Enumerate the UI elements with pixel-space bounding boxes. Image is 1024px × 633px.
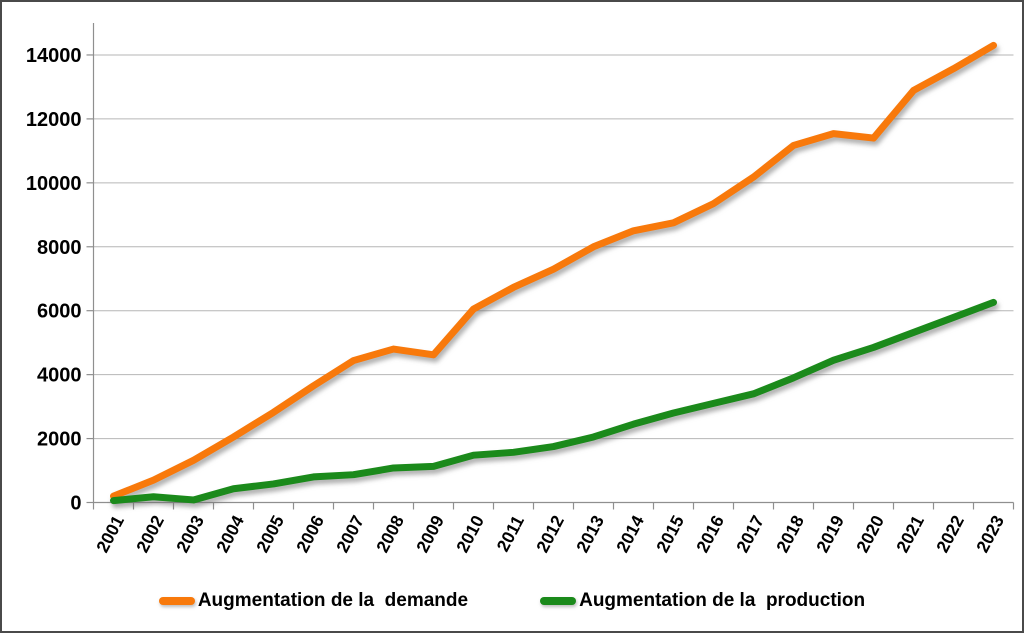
x-axis-label-2019: 2019 xyxy=(812,512,848,556)
legend-label-production: Augmentation de la production xyxy=(579,590,866,611)
y-axis-label-12000: 12000 xyxy=(26,109,82,131)
y-axis-label-10000: 10000 xyxy=(26,173,82,195)
legend-swatch-demande xyxy=(158,597,195,605)
x-axis-label-2005: 2005 xyxy=(252,512,288,556)
y-axis-label-0: 0 xyxy=(70,493,81,515)
x-axis-label-2013: 2013 xyxy=(572,512,608,556)
x-axis-label-2004: 2004 xyxy=(212,512,248,556)
x-axis-label-2008: 2008 xyxy=(372,512,408,556)
x-axis-label-2021: 2021 xyxy=(892,512,928,556)
y-axis-label-6000: 6000 xyxy=(37,301,82,323)
x-axis-label-2003: 2003 xyxy=(172,512,208,556)
x-axis-label-2018: 2018 xyxy=(772,512,808,556)
x-axis-label-2014: 2014 xyxy=(612,512,648,556)
legend-item-production: Augmentation de la production xyxy=(540,590,865,612)
series-line-demande xyxy=(110,41,997,500)
legend-label-demande: Augmentation de la demande xyxy=(197,590,469,611)
x-axis-label-2007: 2007 xyxy=(332,512,368,556)
x-axis-label-2017: 2017 xyxy=(732,512,768,556)
x-axis-label-2011: 2011 xyxy=(493,512,529,555)
x-axis-label-2022: 2022 xyxy=(932,512,968,556)
x-axis-label-2016: 2016 xyxy=(692,512,728,556)
legend-swatch-production xyxy=(540,597,577,605)
legend-item-demande: Augmentation de la demande xyxy=(158,590,469,612)
x-axis-label-2006: 2006 xyxy=(292,512,328,556)
x-axis-label-2010: 2010 xyxy=(452,512,488,556)
x-axis-label-2001: 2001 xyxy=(92,512,128,556)
y-axis-label-8000: 8000 xyxy=(37,237,82,259)
x-axis-label-2023: 2023 xyxy=(972,512,1008,556)
x-axis-label-2012: 2012 xyxy=(532,512,568,556)
y-axis-label-14000: 14000 xyxy=(26,45,82,67)
series-line-production xyxy=(110,298,997,505)
y-axis-label-4000: 4000 xyxy=(37,365,82,387)
x-axis-label-2015: 2015 xyxy=(652,512,688,556)
x-axis-label-2002: 2002 xyxy=(132,512,168,556)
x-axis-label-2009: 2009 xyxy=(412,512,448,556)
x-axis-label-2020: 2020 xyxy=(852,512,888,556)
y-axis-label-2000: 2000 xyxy=(37,429,82,451)
legend: Augmentation de la demande Augmentation … xyxy=(2,590,1022,612)
